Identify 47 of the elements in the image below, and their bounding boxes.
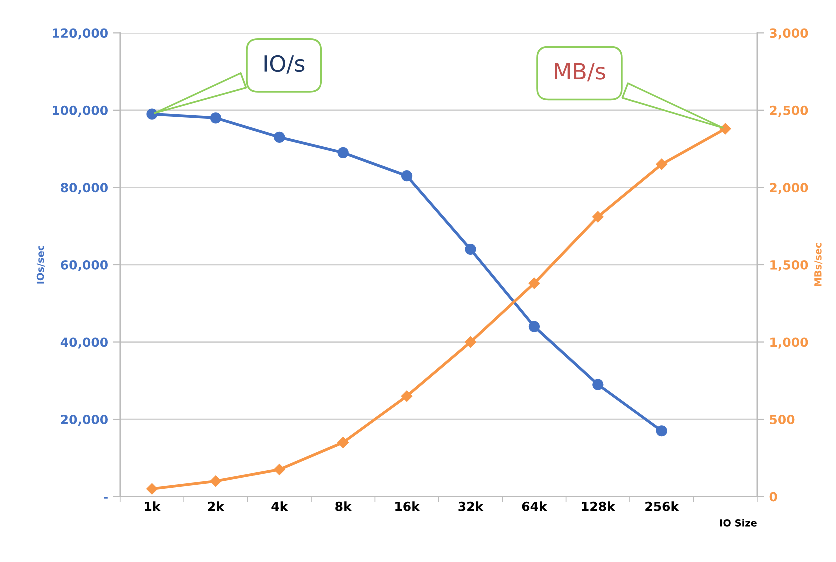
point xyxy=(656,158,668,170)
point xyxy=(338,437,349,448)
y-axis-title: IOs/sec xyxy=(36,246,45,284)
x-tick-label: 32k xyxy=(458,502,484,512)
y2-tick-label: 1,500 xyxy=(770,260,808,272)
point xyxy=(465,244,476,256)
y-tick-label: 100,000 xyxy=(53,106,108,117)
point xyxy=(274,132,286,144)
y-tick-label: 40,000 xyxy=(60,338,108,349)
y-tick-label: 120,000 xyxy=(53,28,108,40)
point xyxy=(146,483,158,495)
x-tick-label: 256k xyxy=(646,502,680,512)
y2-tick-label: 0 xyxy=(770,492,778,502)
point xyxy=(210,112,222,124)
point xyxy=(338,147,349,158)
point xyxy=(592,379,604,390)
text: MB/s xyxy=(555,63,606,82)
point xyxy=(592,211,604,223)
x-axis-title: IO Size xyxy=(720,519,757,527)
y2-tick-label: 500 xyxy=(770,415,795,424)
x-tick-label: 16k xyxy=(396,502,420,512)
point xyxy=(274,464,286,476)
y-tick-label: 60,000 xyxy=(61,260,108,272)
y2-tick-label: 3,000 xyxy=(770,28,808,40)
y2-tick-label: 2,500 xyxy=(770,106,808,117)
y-tick-label: 80,000 xyxy=(61,183,108,194)
point xyxy=(401,170,413,182)
point xyxy=(656,426,668,437)
point xyxy=(210,476,222,487)
x-tick-label: 4k xyxy=(272,502,288,512)
point xyxy=(465,336,476,348)
point xyxy=(528,321,540,332)
point xyxy=(401,390,413,402)
x-tick-label: 8k xyxy=(336,502,352,512)
y2-tick-label: 1,000 xyxy=(770,338,808,349)
x-tick-label: 128k xyxy=(582,502,616,512)
y2-tick-label: 2,000 xyxy=(770,183,808,194)
y-tick-label: - xyxy=(104,497,108,499)
point xyxy=(528,278,540,290)
point xyxy=(720,123,732,135)
y2-axis-title: MBs/sec xyxy=(814,243,823,286)
x-tick-label: 64k xyxy=(522,502,548,512)
point xyxy=(146,108,158,120)
y-tick-label: 20,000 xyxy=(61,415,108,426)
x-tick-label: 1k xyxy=(145,502,161,512)
x-tick-label: 2k xyxy=(208,502,225,512)
text: IO/s xyxy=(264,55,305,74)
